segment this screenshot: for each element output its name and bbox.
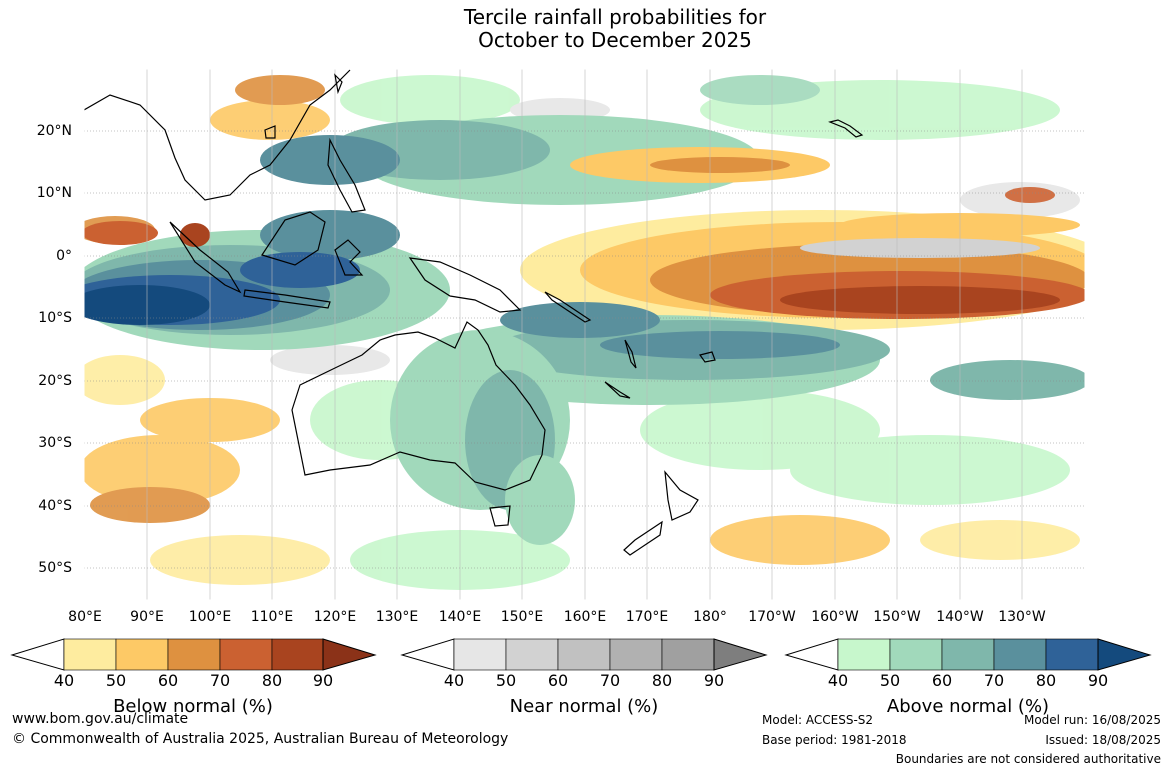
lon-label: 150°E: [500, 609, 544, 625]
legend-tick: 70: [599, 671, 621, 690]
philippines-coastline: [327, 137, 366, 213]
lon-label: 130°E: [375, 609, 419, 625]
meridian-lines: [146, 69, 1023, 600]
lon-label: 90°E: [130, 609, 164, 625]
lat-label: 20°N: [36, 123, 72, 139]
legend-below: [10, 638, 377, 671]
australia-coastline: [291, 321, 546, 491]
copyright-notice: © Commonwealth of Australia 2025, Austra…: [12, 731, 509, 747]
legend-tick: 40: [53, 671, 75, 690]
lon-label: 110°E: [250, 609, 294, 625]
boundaries-note: Boundaries are not considered authoritat…: [895, 752, 1161, 766]
new-zealand-north-coastline: [664, 470, 699, 521]
map-title-line1: Tercile rainfall probabilities for: [463, 5, 767, 29]
lon-label: 170°E: [625, 609, 669, 625]
vanuatu-coastline: [624, 339, 637, 369]
model-run-date: Model run: 16/08/2025: [1023, 713, 1161, 727]
legend-near: [400, 638, 768, 671]
legend-near-title: Near normal (%): [509, 696, 659, 717]
legend-tick: 90: [703, 671, 725, 690]
fiji-coastline: [698, 351, 716, 363]
coastlines: [84, 69, 864, 556]
map-title-line2: October to December 2025: [478, 28, 752, 52]
lon-label: 170°W: [748, 609, 796, 625]
legend-above: [784, 638, 1152, 671]
gridlines: [84, 130, 1085, 569]
java-coastline: [243, 289, 331, 309]
legend-tick: 50: [105, 671, 127, 690]
legend-tick: 40: [827, 671, 849, 690]
map-frame: [83, 68, 1086, 601]
legend-tick: 60: [547, 671, 569, 690]
model-name: Model: ACCESS-S2: [762, 713, 874, 727]
issued-date: Issued: 18/08/2025: [1045, 733, 1161, 747]
lon-label: 100°E: [188, 609, 232, 625]
solomon-islands-coastline: [544, 291, 592, 323]
lon-label: 160°W: [811, 609, 859, 625]
taiwan-coastline: [334, 73, 343, 95]
new-caledonia-coastline: [604, 381, 631, 399]
hawaii-coastline: [828, 119, 864, 138]
lon-label: 160°E: [563, 609, 607, 625]
lon-label: 130°W: [998, 609, 1046, 625]
new-guinea-coastline: [408, 257, 522, 313]
lat-label: 20°S: [38, 373, 72, 389]
malaysia-below-pocket: [180, 223, 210, 247]
legend-tick: 50: [879, 671, 901, 690]
legend-tick: 70: [209, 671, 231, 690]
legend-tick: 40: [443, 671, 465, 690]
sulawesi-coastline: [334, 239, 364, 276]
legend-tick: 80: [1035, 671, 1057, 690]
legend-tick: 90: [1087, 671, 1109, 690]
background-patches: [84, 75, 1080, 590]
legend-tick: 60: [931, 671, 953, 690]
website-link[interactable]: www.bom.gov.au/climate: [12, 711, 189, 727]
indian-ocean-above-region: [84, 210, 450, 350]
lon-label: 150°W: [873, 609, 921, 625]
base-period: Base period: 1981-2018: [762, 733, 907, 747]
lon-label: 80°E: [68, 609, 102, 625]
sumatra-below-pocket: [84, 221, 158, 245]
lat-label: 0°: [56, 248, 72, 264]
legend-above-title: Above normal (%): [886, 696, 1050, 717]
lon-label: 140°W: [936, 609, 984, 625]
lat-label: 40°S: [38, 498, 72, 514]
asia-coastline: [84, 69, 351, 201]
lon-label: 180°: [693, 609, 727, 625]
new-zealand-south-coastline: [623, 520, 663, 556]
lat-label: 30°S: [38, 435, 72, 451]
lat-label: 10°S: [38, 310, 72, 326]
borneo-coastline: [261, 211, 326, 266]
legend-tick: 60: [157, 671, 179, 690]
tasmania-coastline: [489, 505, 511, 527]
legend-tick: 70: [983, 671, 1005, 690]
lon-label: 140°E: [438, 609, 482, 625]
legend-below-title: Below normal (%): [113, 696, 273, 717]
map-field: [84, 69, 1085, 600]
legend-tick: 50: [495, 671, 517, 690]
sumatra-coastline: [169, 221, 242, 294]
lat-label: 10°N: [36, 185, 72, 201]
lon-label: 120°E: [313, 609, 357, 625]
legend-tick: 90: [312, 671, 334, 690]
north-pacific-below-band: [570, 147, 830, 183]
legend-tick: 80: [651, 671, 673, 690]
legend-tick: 80: [261, 671, 283, 690]
hainan-coastline: [264, 125, 276, 139]
equatorial-below-band: [520, 210, 1085, 330]
lat-label: 50°S: [38, 560, 72, 576]
